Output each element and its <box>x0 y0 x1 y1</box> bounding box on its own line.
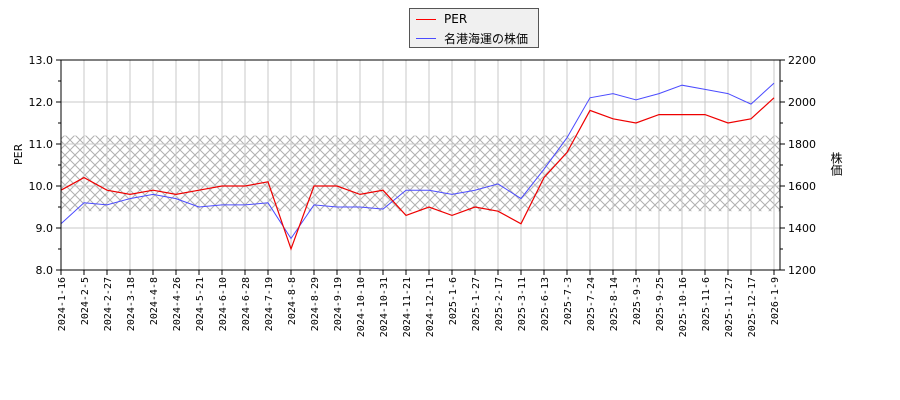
x-tick-label: 2025-11-6 <box>701 277 712 331</box>
x-tick-label: 2025-9-25 <box>655 277 666 331</box>
y-tick-label-right: 1400 <box>788 222 816 235</box>
y-tick-label-left: 11.0 <box>29 138 54 151</box>
x-tick-label: 2025-7-24 <box>586 277 597 331</box>
x-tick-label: 2024-8-8 <box>287 277 298 325</box>
x-tick-label: 2024-6-10 <box>218 277 229 331</box>
x-tick-label: 2025-9-3 <box>632 277 643 325</box>
y-tick-label-left: 12.0 <box>29 96 54 109</box>
x-tick-label: 2024-3-18 <box>126 277 137 331</box>
x-tick-label: 2024-11-21 <box>402 277 413 337</box>
x-tick-label: 2024-4-8 <box>149 277 160 325</box>
y-tick-label-right: 2000 <box>788 96 816 109</box>
x-tick-label: 2025-8-14 <box>609 277 620 331</box>
legend-swatch-blue <box>416 37 436 39</box>
x-tick-label: 2024-8-29 <box>310 277 321 331</box>
y-tick-label-left: 8.0 <box>36 264 54 277</box>
x-tick-label: 2024-9-19 <box>333 277 344 331</box>
x-tick-label: 2025-2-17 <box>494 277 505 331</box>
legend-item-price: 名港海運の株価 <box>416 30 528 46</box>
x-tick-label: 2024-10-31 <box>379 277 390 337</box>
x-tick-label: 2024-2-27 <box>103 277 114 331</box>
x-tick-label: 2024-7-19 <box>264 277 275 331</box>
x-tick-label: 2025-1-27 <box>471 277 482 331</box>
x-tick-label: 2025-3-11 <box>517 277 528 331</box>
x-tick-label: 2025-6-13 <box>540 277 551 331</box>
x-tick-label: 2024-1-16 <box>57 277 68 331</box>
plot-frame <box>60 59 781 271</box>
x-tick-label: 2025-7-3 <box>563 277 574 325</box>
y-tick-label-right: 1600 <box>788 180 816 193</box>
y-axis-label-left: PER <box>12 143 25 165</box>
y-tick-label-left: 13.0 <box>29 54 54 67</box>
x-tick-label: 2024-12-11 <box>425 277 436 337</box>
x-tick-label: 2025-10-16 <box>678 277 689 337</box>
x-tick-label: 2026-1-9 <box>770 277 781 325</box>
x-tick-label: 2024-4-26 <box>172 277 183 331</box>
x-tick-label: 2024-5-21 <box>195 277 206 331</box>
x-tick-label: 2025-11-27 <box>724 277 735 337</box>
legend: PER 名港海運の株価 <box>409 8 539 48</box>
y-tick-label-left: 10.0 <box>29 180 54 193</box>
y-tick-label-right: 2200 <box>788 54 816 67</box>
legend-label-price: 名港海運の株価 <box>444 31 529 46</box>
line-series-per <box>60 97 775 251</box>
y-tick-label-right: 1800 <box>788 138 816 151</box>
x-tick-label: 2025-1-6 <box>448 277 459 325</box>
y-axis-label-right: 株価 <box>829 152 843 176</box>
x-tick-label: 2024-2-5 <box>80 277 91 325</box>
x-tick-label: 2024-6-28 <box>241 277 252 331</box>
hatched-band <box>61 135 780 212</box>
legend-swatch-red <box>416 18 436 20</box>
plot-area: 2024-1-16 2024-2-5 2024-2-27 2024-3-18 2024-… <box>29 54 817 337</box>
x-tick-label: 2025-12-17 <box>747 277 758 337</box>
legend-label-per: PER <box>444 12 468 26</box>
legend-item-per: PER <box>416 11 467 27</box>
y-tick-label-right: 1200 <box>788 264 816 277</box>
y-tick-label-left: 9.0 <box>36 222 54 235</box>
line-series-price <box>60 82 775 240</box>
x-tick-label: 2024-10-10 <box>356 277 367 337</box>
